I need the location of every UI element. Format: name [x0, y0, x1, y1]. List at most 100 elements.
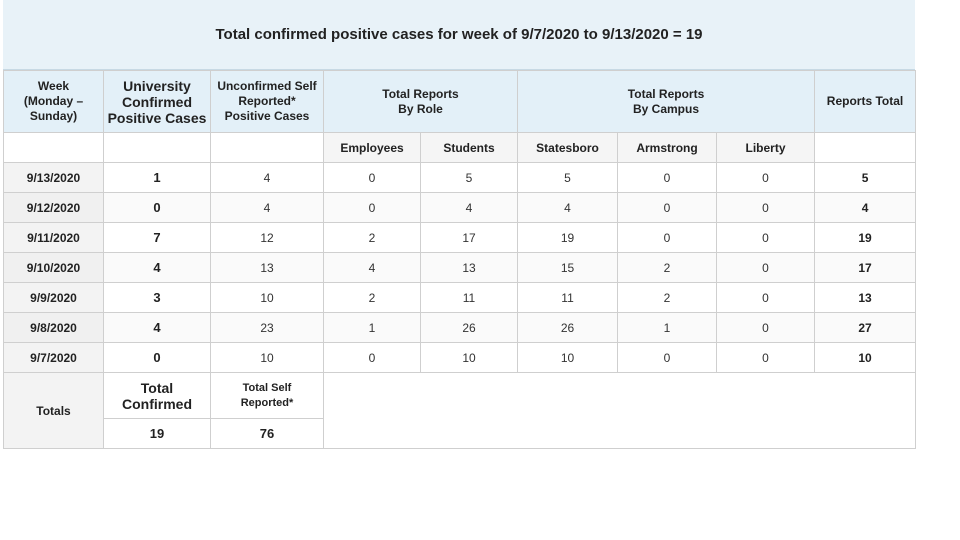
totals-self-header: Total Self Reported*: [210, 372, 324, 419]
cell-armstrong: 0: [617, 192, 718, 223]
table-row: 9/13/2020 1 4 0 5 5 0 0 5: [3, 162, 917, 193]
subheader-blank: [103, 132, 211, 163]
header-unconfirmed-self: Unconfirmed Self Reported* Positive Case…: [210, 70, 324, 133]
header-week: Week (Monday – Sunday): [3, 70, 104, 133]
header-week-line2: (Monday –: [23, 94, 84, 108]
cell-liberty: 0: [716, 282, 816, 313]
cell-self: 13: [210, 252, 324, 283]
cell-confirmed: 3: [103, 282, 211, 313]
cell-liberty: 0: [716, 192, 816, 223]
table-row: 9/12/2020 0 4 0 4 4 0 0 4: [3, 192, 917, 223]
totals-label: Totals: [3, 372, 104, 449]
cell-students: 5: [419, 162, 519, 193]
cell-date: 9/11/2020: [3, 222, 104, 253]
cell-statesboro: 5: [517, 162, 619, 193]
table-row: 9/10/2020 4 13 4 13 15 2 0 17: [3, 252, 917, 283]
subheader-statesboro: Statesboro: [517, 132, 619, 163]
subheader-blank: [3, 132, 104, 163]
totals-value-row: 19 76: [4, 418, 916, 449]
cell-self: 4: [210, 192, 324, 223]
cell-total: 19: [814, 222, 917, 253]
cell-confirmed: 0: [103, 342, 211, 373]
subheader-armstrong: Armstrong: [617, 132, 718, 163]
cell-self: 12: [210, 222, 324, 253]
table-row: 9/8/2020 4 23 1 26 26 1 0 27: [3, 312, 917, 343]
header-by-role-line1: Total Reports: [382, 86, 459, 101]
header-by-campus-line1: Total Reports: [627, 86, 705, 101]
totals-self-value: 76: [210, 418, 324, 449]
cell-liberty: 0: [716, 312, 816, 343]
table-row: 9/9/2020 3 10 2 11 11 2 0 13: [3, 282, 917, 313]
subheader-liberty: Liberty: [716, 132, 816, 163]
totals-confirmed-header-line2: Confirmed: [122, 395, 192, 412]
subheader-row: Employees Students Statesboro Armstrong …: [3, 132, 917, 163]
cell-armstrong: 0: [617, 222, 718, 253]
cell-armstrong: 1: [617, 312, 718, 343]
cell-statesboro: 11: [517, 282, 619, 313]
header-unconfirmed-line2: Reported*: [238, 94, 296, 108]
header-university-confirmed: University Confirmed Positive Cases: [103, 70, 211, 133]
cell-total: 5: [814, 162, 917, 193]
cell-employees: 2: [323, 222, 421, 253]
header-unconfirmed-line1: Unconfirmed Self: [217, 79, 317, 93]
header-by-campus-line2: By Campus: [633, 101, 700, 116]
table-row: 9/11/2020 7 12 2 17 19 0 0 19: [3, 222, 917, 253]
totals-confirmed-header-line1: Total: [140, 379, 174, 396]
cell-self: 4: [210, 162, 324, 193]
cell-employees: 4: [323, 252, 421, 283]
cell-employees: 0: [323, 162, 421, 193]
cell-employees: 0: [323, 342, 421, 373]
cell-employees: 2: [323, 282, 421, 313]
totals-self-header-line2: Reported*: [240, 396, 294, 409]
cell-confirmed: 4: [103, 312, 211, 343]
cell-total: 17: [814, 252, 917, 283]
cell-armstrong: 0: [617, 162, 718, 193]
cell-date: 9/10/2020: [3, 252, 104, 283]
cell-students: 11: [419, 282, 519, 313]
cell-self: 10: [210, 342, 324, 373]
header-university-line2: Confirmed: [122, 93, 192, 110]
cell-confirmed: 4: [103, 252, 211, 283]
header-row: Week (Monday – Sunday) University Confir…: [3, 70, 917, 133]
header-week-line1: Week: [37, 79, 70, 93]
header-by-role: Total Reports By Role: [322, 70, 519, 133]
cell-liberty: 0: [716, 342, 816, 373]
header-unconfirmed-line3: Positive Cases: [224, 109, 310, 123]
cell-total: 27: [814, 312, 917, 343]
cell-date: 9/12/2020: [3, 192, 104, 223]
cell-total: 13: [814, 282, 917, 313]
cell-confirmed: 7: [103, 222, 211, 253]
header-by-role-line2: By Role: [398, 101, 443, 116]
cell-total: 10: [814, 342, 917, 373]
subheader-students: Students: [419, 132, 519, 163]
cell-employees: 1: [323, 312, 421, 343]
header-university-line3: Positive Cases: [107, 109, 207, 126]
totals-header-row: Totals Total Confirmed Total Self Report…: [3, 372, 917, 449]
cell-self: 10: [210, 282, 324, 313]
cell-liberty: 0: [716, 162, 816, 193]
cell-date: 9/8/2020: [3, 312, 104, 343]
cell-date: 9/13/2020: [3, 162, 104, 193]
subheader-employees: Employees: [323, 132, 421, 163]
cell-liberty: 0: [716, 222, 816, 253]
cell-total: 4: [814, 192, 917, 223]
cell-date: 9/7/2020: [3, 342, 104, 373]
totals-confirmed-header: Total Confirmed: [103, 372, 211, 419]
page-title: Total confirmed positive cases for week …: [3, 0, 915, 70]
cell-armstrong: 0: [617, 342, 718, 373]
cell-date: 9/9/2020: [3, 282, 104, 313]
header-reports-total: Reports Total: [814, 70, 917, 133]
cell-statesboro: 26: [517, 312, 619, 343]
table-row: 9/7/2020 0 10 0 10 10 0 0 10: [3, 342, 917, 373]
subheader-blank: [814, 132, 917, 163]
cell-confirmed: 1: [103, 162, 211, 193]
cell-statesboro: 10: [517, 342, 619, 373]
header-by-campus: Total Reports By Campus: [517, 70, 816, 133]
cell-students: 13: [419, 252, 519, 283]
cell-statesboro: 15: [517, 252, 619, 283]
header-university-line1: University: [123, 77, 191, 94]
subheader-blank: [210, 132, 324, 163]
page: Total confirmed positive cases for week …: [3, 0, 917, 449]
cases-table: Week (Monday – Sunday) University Confir…: [3, 70, 917, 449]
cell-students: 10: [419, 342, 519, 373]
